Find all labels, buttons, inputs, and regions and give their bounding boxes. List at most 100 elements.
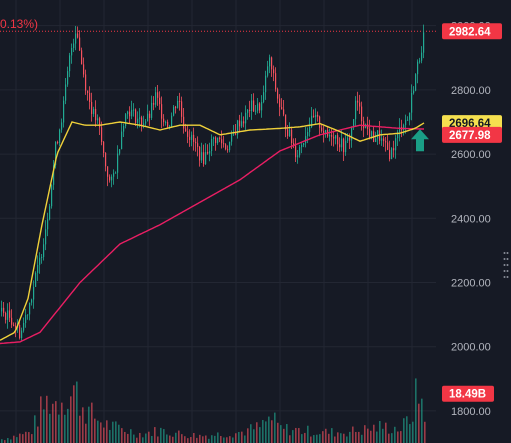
candle-body [45,229,47,245]
candle-body [151,102,153,118]
candle-body [203,152,205,165]
volume-bar [220,436,222,443]
candle-body [41,256,43,258]
candle-body [43,244,45,257]
volume-bar [1,439,3,443]
volume-bar [352,426,354,443]
volume-bar [97,420,99,443]
candle-body [291,129,293,144]
candle-body [329,135,331,137]
candle-body [271,57,273,70]
volume-bar [136,437,138,443]
candle-body [79,37,81,51]
volume-bar [172,436,174,443]
volume-bar [241,431,243,443]
candle-body [109,176,111,181]
volume-bar [94,418,96,443]
volume-bar [298,428,300,443]
candle-body [75,33,77,44]
candle-body [351,127,353,141]
volume-bar [424,421,426,443]
candle-body [341,138,343,148]
candle-body [31,299,33,303]
candle-body [231,133,233,142]
candle-body [213,137,215,139]
volume-bar [127,433,129,443]
arrow-up-icon [411,129,429,152]
volume-bar [304,432,306,443]
volume-bar [34,415,36,443]
volume-bar [232,437,234,443]
candle-body [121,131,123,150]
candle-body [239,120,241,127]
candle-body [345,140,347,153]
candle-body [205,151,207,165]
volume-bar [199,434,201,443]
candlesticks [1,24,425,341]
volume-bar [334,436,336,443]
candle-body [317,114,319,117]
candle-body [101,127,103,142]
candle-body [179,100,181,102]
volume-bar [235,433,237,443]
candle-body [417,61,419,75]
price-scale-pane[interactable] [441,0,507,443]
candle-body [247,109,249,113]
grip-dots-icon[interactable] [503,250,509,284]
candle-body [161,104,163,119]
candle-body [131,109,133,117]
volume-bar [13,435,15,443]
candle-body [103,141,105,153]
volume-bar [280,425,282,443]
volume-bar [142,437,144,443]
candle-body [355,100,357,120]
volume-bar [46,395,48,443]
candle-body [141,117,143,126]
volume-bar [217,432,219,443]
candle-body [111,176,113,181]
volume-bar [316,434,318,443]
volume-bar [310,436,312,443]
volume-bar [40,396,42,443]
candle-body [57,141,59,143]
candle-body [9,310,11,318]
candle-body [11,317,13,325]
candle-body [123,125,125,132]
candle-body [113,173,115,177]
candle-body [251,100,253,111]
volume-bar [370,430,372,443]
volume-bar [331,428,333,443]
candle-body [391,148,393,160]
candle-body [389,149,391,160]
candle-body [285,114,287,130]
candle-body [73,43,75,48]
volume-bar [355,431,357,443]
volume-bar [211,435,213,443]
volume-bar [214,435,216,443]
candle-body [275,73,277,90]
candle-body [297,155,299,158]
candle-body [201,152,203,161]
candle-body [413,90,415,94]
candle-body [217,137,219,143]
candle-body [115,172,117,174]
candle-body [85,74,87,91]
volume-bar [169,435,171,443]
candle-body [5,312,7,320]
candle-body [227,149,229,151]
volume-bar [16,437,18,443]
candle-body [107,166,109,177]
candle-body [267,66,269,76]
volume-bar [139,432,141,443]
volume-bar [181,434,183,443]
volume-bar [106,420,108,443]
candle-body [191,134,193,140]
volume-bar [358,431,360,443]
arrow-up-shape [411,129,429,152]
price-change-label: 0.13%) [0,17,39,31]
candle-body [405,119,407,126]
candle-body [23,322,25,331]
last-price-badge: 2982.64 [449,26,491,38]
volume-bar [145,433,147,443]
